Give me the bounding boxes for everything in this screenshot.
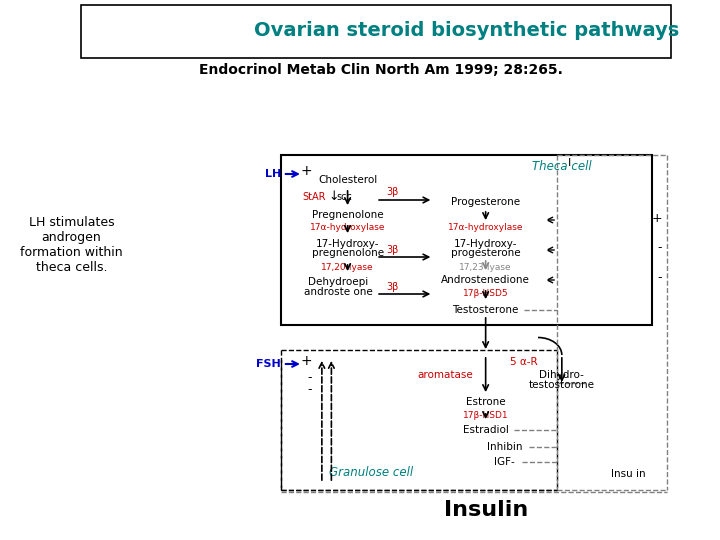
- Text: 17β-HSD5: 17β-HSD5: [463, 288, 508, 298]
- Text: -: -: [307, 372, 312, 384]
- Text: FSH: FSH: [256, 359, 281, 369]
- Text: testostorone: testostorone: [528, 380, 595, 390]
- Text: scc: scc: [337, 192, 353, 202]
- Text: StAR: StAR: [302, 192, 326, 202]
- Text: Progesterone: Progesterone: [451, 197, 521, 207]
- Text: Granulose cell: Granulose cell: [329, 465, 413, 478]
- Text: Dihydro-: Dihydro-: [539, 370, 584, 380]
- Text: Pregnenolone: Pregnenolone: [312, 210, 383, 220]
- Text: I: I: [568, 158, 571, 168]
- Text: 17-Hydroxy-: 17-Hydroxy-: [454, 239, 518, 249]
- Text: Insu in: Insu in: [611, 469, 646, 479]
- Bar: [281, 155, 652, 325]
- Text: Estrone: Estrone: [466, 397, 505, 407]
- Text: 3β: 3β: [386, 282, 398, 292]
- Text: 17,23-lyase: 17,23-lyase: [459, 264, 512, 273]
- Text: Ovarian steroid biosynthetic pathways: Ovarian steroid biosynthetic pathways: [254, 21, 679, 39]
- Text: LH stimulates
androgen
formation within
theca cells.: LH stimulates androgen formation within …: [20, 216, 122, 274]
- Text: 17-Hydroxy-: 17-Hydroxy-: [316, 239, 379, 249]
- Text: aromatase: aromatase: [418, 370, 474, 380]
- Text: 5 α-R: 5 α-R: [510, 357, 538, 367]
- Text: -: -: [657, 272, 662, 285]
- Text: -: -: [657, 241, 662, 254]
- Text: 3β: 3β: [386, 187, 398, 197]
- Text: ↓: ↓: [328, 191, 338, 204]
- Text: Endocrinol Metab Clin North Am 1999; 28:265.: Endocrinol Metab Clin North Am 1999; 28:…: [199, 63, 563, 77]
- Text: -: -: [307, 383, 312, 396]
- Text: Theca cell: Theca cell: [532, 160, 592, 173]
- Text: pregnenolone: pregnenolone: [312, 248, 384, 258]
- Text: LH: LH: [265, 169, 281, 179]
- Text: Testosterone: Testosterone: [452, 305, 519, 315]
- Text: Insulin: Insulin: [444, 500, 528, 520]
- Text: +: +: [301, 164, 312, 178]
- Text: +: +: [301, 354, 312, 368]
- Text: Cholesterol: Cholesterol: [318, 175, 377, 185]
- Text: 17,20-lyase: 17,20-lyase: [321, 264, 374, 273]
- Text: 17α-hydroxylase: 17α-hydroxylase: [310, 224, 385, 233]
- Text: +: +: [651, 212, 662, 225]
- Text: Androstenedione: Androstenedione: [441, 275, 530, 285]
- Text: 3β: 3β: [386, 245, 398, 255]
- Text: 17α-hydroxylase: 17α-hydroxylase: [448, 224, 523, 233]
- Text: IGF-: IGF-: [495, 457, 515, 467]
- Text: 17β-HSD1: 17β-HSD1: [463, 410, 508, 420]
- Text: Dehydroepi: Dehydroepi: [308, 277, 368, 287]
- Bar: [81, 5, 671, 58]
- Text: progesterone: progesterone: [451, 248, 521, 258]
- Text: androste one: androste one: [304, 287, 372, 297]
- Text: Estradiol: Estradiol: [463, 425, 508, 435]
- Text: Inhibin: Inhibin: [487, 442, 523, 452]
